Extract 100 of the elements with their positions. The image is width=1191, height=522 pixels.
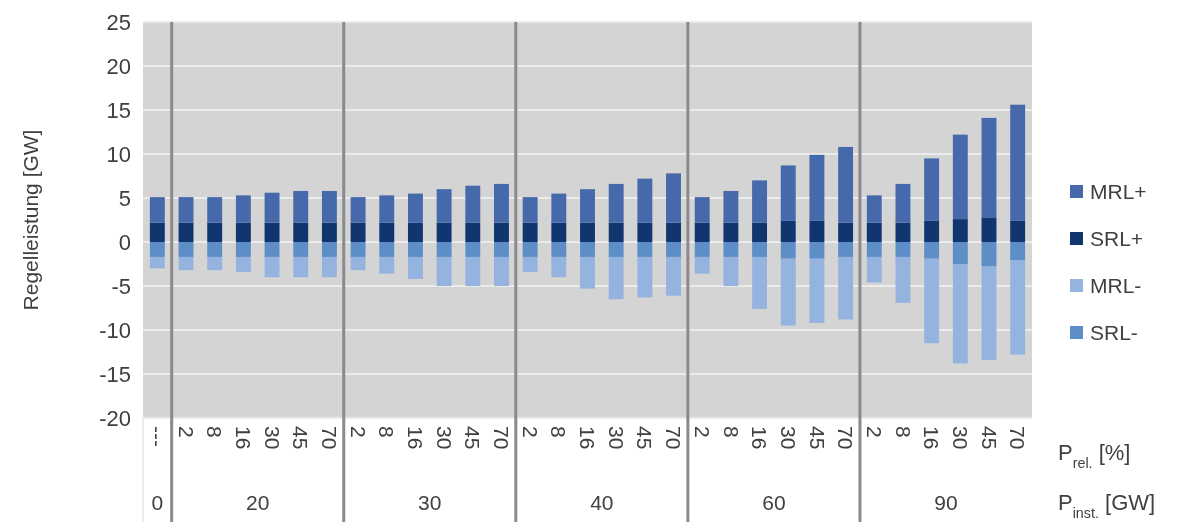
bar — [838, 242, 854, 257]
bar — [522, 197, 538, 223]
bar — [178, 242, 194, 257]
bar — [580, 256, 595, 289]
bar — [838, 146, 854, 223]
bar — [580, 189, 595, 223]
x-tick-label: 2 — [690, 426, 714, 438]
bar — [637, 256, 653, 298]
x-tick-label: --- — [145, 426, 169, 447]
x-tick-label: 8 — [891, 426, 915, 438]
x-tick-label: 45 — [289, 426, 313, 450]
bar — [580, 242, 595, 257]
x-tick-label: 70 — [318, 426, 342, 450]
bar — [379, 256, 395, 274]
bar — [465, 185, 481, 223]
bar — [752, 242, 768, 257]
bar — [494, 222, 509, 242]
bar — [694, 256, 710, 274]
bar — [752, 222, 768, 242]
bar — [178, 222, 194, 242]
bar — [895, 242, 911, 257]
bar — [895, 183, 911, 223]
bar — [407, 256, 423, 279]
bar — [608, 183, 624, 223]
bar — [465, 222, 481, 242]
bar — [723, 222, 739, 242]
bar — [608, 242, 624, 257]
bar — [666, 242, 681, 257]
y-tick-label: -15 — [99, 361, 131, 387]
x-tick-label: 70 — [490, 426, 514, 450]
bar — [1010, 260, 1026, 355]
bar — [723, 190, 739, 223]
bar — [809, 242, 825, 259]
bar — [1010, 242, 1026, 261]
bar — [293, 222, 309, 242]
bar — [924, 258, 940, 344]
x-tick-label: 16 — [576, 426, 600, 450]
x-tick-label: 45 — [461, 426, 485, 450]
bar — [1010, 104, 1026, 221]
bar — [379, 222, 395, 242]
bar — [264, 192, 280, 223]
bar — [321, 242, 337, 257]
bar — [981, 217, 997, 242]
x-tick-label: 8 — [203, 426, 227, 438]
bar — [838, 222, 854, 242]
bar — [293, 256, 309, 278]
bar — [207, 222, 223, 242]
bar — [981, 266, 997, 360]
bar — [952, 134, 968, 220]
y-tick-label: 10 — [106, 141, 131, 167]
bar — [436, 242, 452, 257]
x-tick-label: 30 — [604, 426, 628, 450]
legend-label: SRL- — [1090, 321, 1138, 345]
bar — [494, 256, 509, 286]
bar — [866, 222, 882, 242]
bar — [293, 242, 309, 257]
bar — [780, 220, 796, 242]
bar — [838, 256, 854, 320]
legend-label: MRL- — [1090, 274, 1142, 298]
bar — [637, 242, 653, 257]
x-tick-label: 8 — [547, 426, 571, 438]
bar — [666, 256, 681, 296]
y-tick-label: 25 — [106, 9, 131, 35]
bar — [379, 195, 395, 223]
bar — [580, 222, 595, 242]
x-tick-label: 8 — [719, 426, 743, 438]
bar — [694, 222, 710, 242]
bar — [952, 242, 968, 264]
x-tick-label: 70 — [834, 426, 858, 450]
bar — [809, 154, 825, 221]
bar — [350, 242, 366, 257]
bar — [952, 219, 968, 242]
bar — [694, 242, 710, 257]
bar — [293, 190, 309, 223]
bar — [780, 165, 796, 221]
text: 90 — [934, 491, 958, 514]
bar — [866, 256, 882, 283]
bar — [494, 242, 509, 257]
bar — [608, 256, 624, 300]
bar — [924, 242, 940, 259]
bar — [666, 222, 681, 242]
x-tick-label: 45 — [633, 426, 657, 450]
bar — [350, 222, 366, 242]
bar — [465, 256, 481, 286]
bar — [235, 256, 251, 272]
bar — [551, 222, 567, 242]
bar — [207, 256, 223, 271]
bar — [264, 256, 280, 278]
x-tick-label: 30 — [432, 426, 456, 450]
bar — [780, 242, 796, 259]
bar — [149, 256, 165, 269]
bar — [235, 222, 251, 242]
x-tick-label: 16 — [920, 426, 944, 450]
bar — [666, 173, 681, 223]
bar — [522, 256, 538, 272]
bar — [465, 242, 481, 257]
bar — [694, 197, 710, 223]
bar — [436, 189, 452, 223]
bar — [551, 256, 567, 278]
bar — [436, 222, 452, 242]
